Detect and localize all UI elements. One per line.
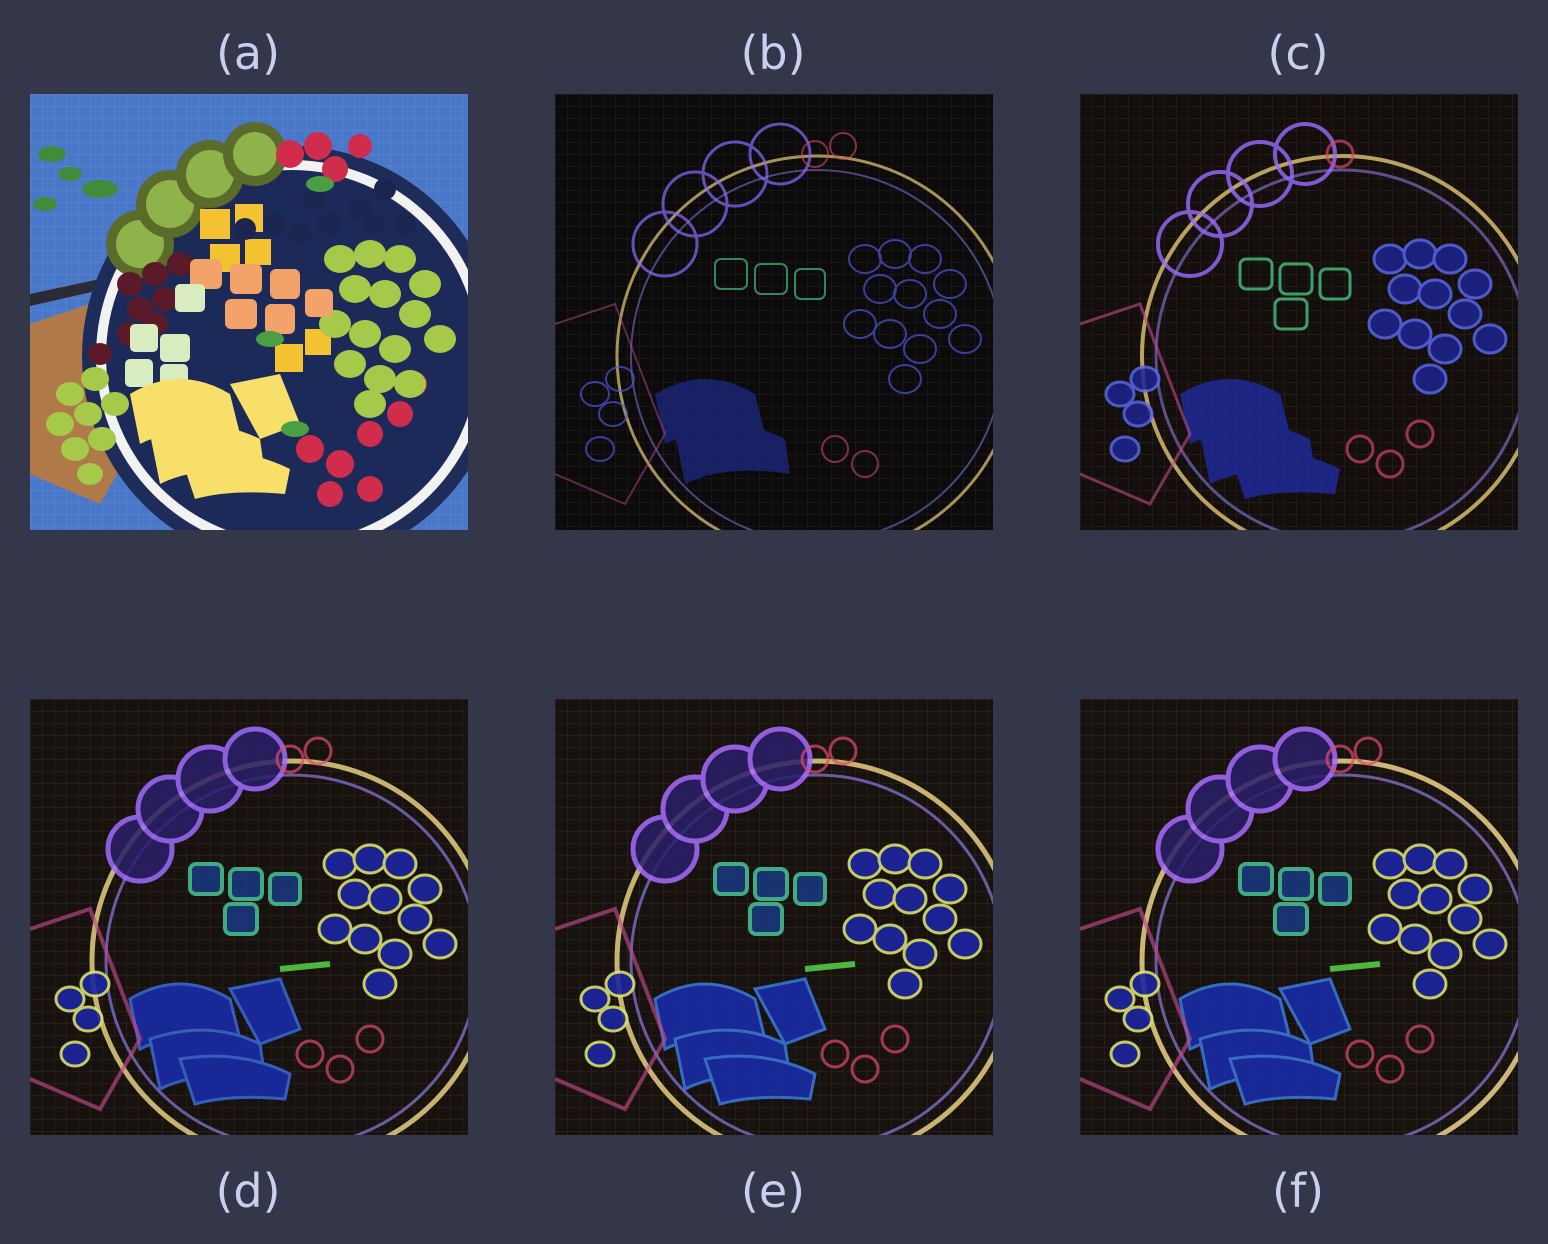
edge-map-image xyxy=(1080,94,1518,530)
edge-map-image xyxy=(30,699,468,1135)
edge-map-image xyxy=(555,699,993,1135)
panel-e-edge-map xyxy=(555,699,993,1135)
panel-label-e: (e) xyxy=(740,1164,806,1218)
panel-label-f: (f) xyxy=(1271,1164,1325,1218)
panel-b-edge-map xyxy=(555,94,993,530)
panel-f-edge-map xyxy=(1080,699,1518,1135)
panel-label-a: (a) xyxy=(215,26,281,80)
edge-map-image xyxy=(1080,699,1518,1135)
fruit-platter-image xyxy=(30,94,468,530)
edge-map-image xyxy=(555,94,993,530)
panel-d-edge-map xyxy=(30,699,468,1135)
panel-a-original-photo xyxy=(30,94,468,530)
panel-c-edge-map xyxy=(1080,94,1518,530)
panel-label-b: (b) xyxy=(740,26,806,80)
panel-label-d: (d) xyxy=(215,1164,281,1218)
panel-label-c: (c) xyxy=(1267,26,1329,80)
